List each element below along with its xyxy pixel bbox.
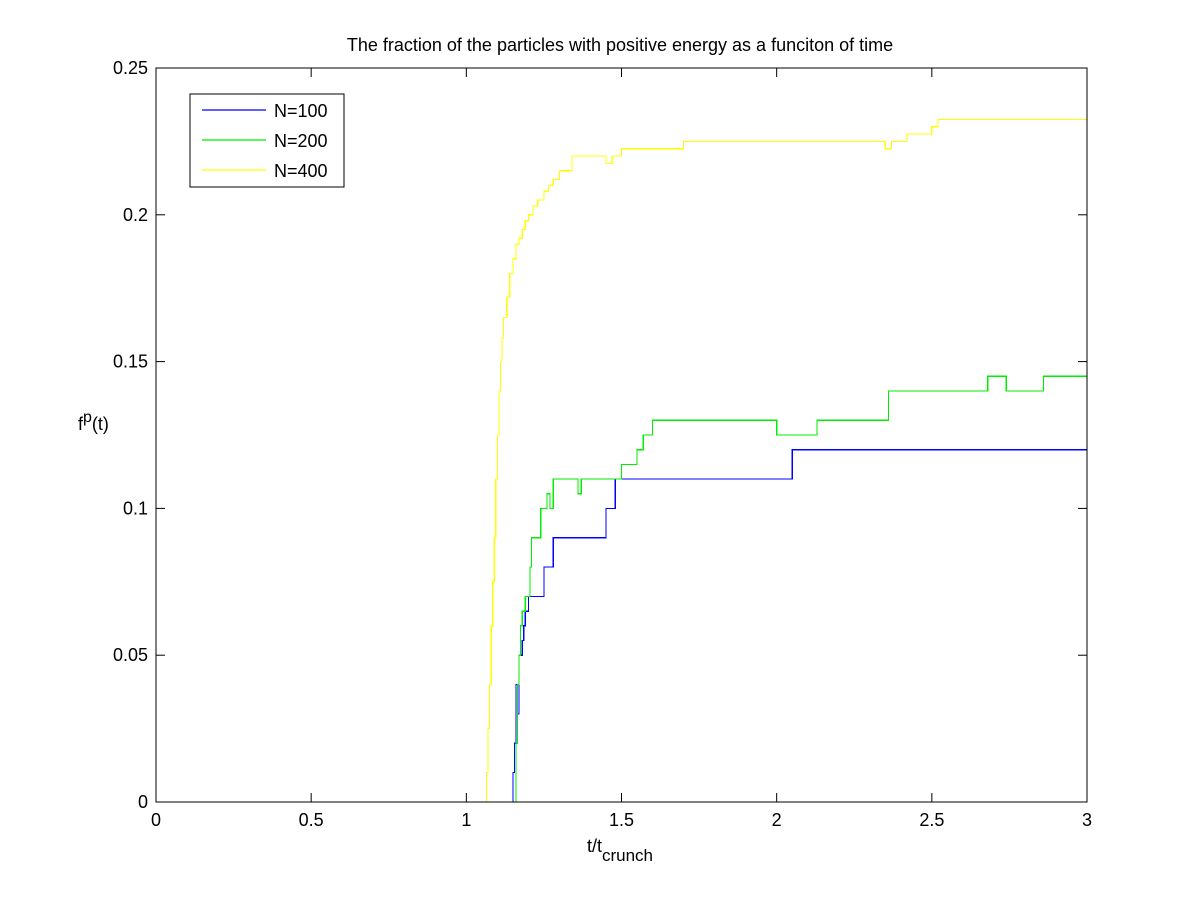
series-line-n-400 [156,118,1087,803]
x-tick-label: 1.5 [609,810,634,830]
y-axis-label-base: f [78,414,84,434]
y-tick-label: 0.2 [123,205,148,225]
plot-area [156,68,1087,802]
y-tick-label: 0 [138,792,148,812]
x-axis-label-subscript: crunch [602,846,653,865]
y-axis-label-superscript: p [83,409,92,426]
legend-label-n-400: N=400 [274,161,328,181]
chart-title: The fraction of the particles with posit… [347,35,893,55]
plot-background [156,68,1087,802]
x-axis-label: t/tcrunch [587,836,653,865]
legend-label-n-100: N=100 [274,101,328,121]
y-tick-label: 0.1 [123,498,148,518]
x-axis-label-base: t/t [587,836,602,856]
x-tick-label: 0.5 [299,810,324,830]
x-tick-label: 1 [461,810,471,830]
x-tick-label: 0 [151,810,161,830]
series-line-n-200 [156,375,1087,803]
legend: N=100 N=200 N=400 [189,93,345,188]
legend-label-n-200: N=200 [274,131,328,151]
y-axis-label-tail: (t) [92,414,109,434]
axes-layer: 0 0.5 1 1.5 2 2.5 3 0 0.05 0.1 0.15 0.2 0.25 [113,58,1092,830]
y-tick-label: 0.15 [113,352,148,372]
x-tick-label: 2.5 [919,810,944,830]
y-tick-label: 0.25 [113,58,148,78]
x-tick-label: 2 [772,810,782,830]
y-tick-label: 0.05 [113,645,148,665]
x-tick-label: 3 [1082,810,1092,830]
y-axis-label: fp(t) [78,409,109,434]
series-layer [156,118,1087,803]
